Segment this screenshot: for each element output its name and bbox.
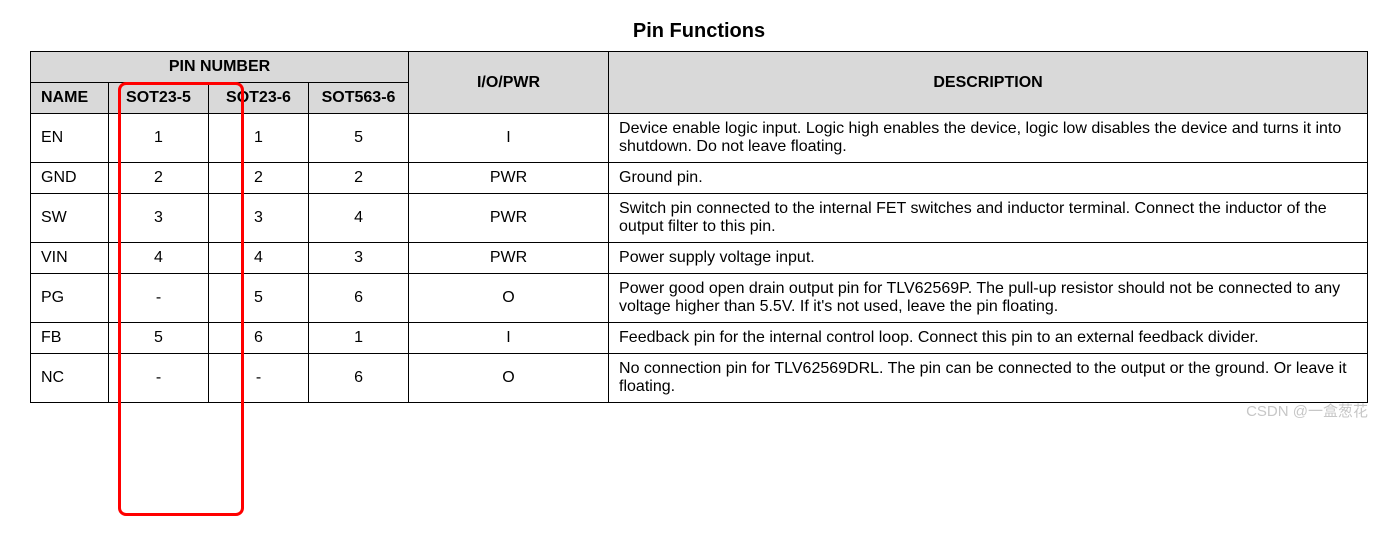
header-pkg3: SOT563-6 [309, 83, 409, 114]
cell-p2: 4 [209, 243, 309, 274]
cell-name: GND [31, 163, 109, 194]
cell-p3: 2 [309, 163, 409, 194]
cell-p3: 6 [309, 354, 409, 403]
cell-p3: 6 [309, 274, 409, 323]
header-name: NAME [31, 83, 109, 114]
table-row: EN 1 1 5 I Device enable logic input. Lo… [31, 114, 1368, 163]
cell-p2: 5 [209, 274, 309, 323]
cell-p1: - [109, 354, 209, 403]
header-pkg2: SOT23-6 [209, 83, 309, 114]
table-row: VIN 4 4 3 PWR Power supply voltage input… [31, 243, 1368, 274]
watermark-text: CSDN @一盒葱花 [1246, 400, 1368, 421]
table-row: FB 5 6 1 I Feedback pin for the internal… [31, 323, 1368, 354]
cell-desc: Feedback pin for the internal control lo… [609, 323, 1368, 354]
header-description: DESCRIPTION [609, 52, 1368, 114]
cell-p2: - [209, 354, 309, 403]
pin-functions-table: PIN NUMBER I/O/PWR DESCRIPTION NAME SOT2… [30, 51, 1368, 403]
table-row: PG - 5 6 O Power good open drain output … [31, 274, 1368, 323]
page-title: Pin Functions [30, 20, 1368, 43]
cell-p2: 3 [209, 194, 309, 243]
cell-p2: 6 [209, 323, 309, 354]
cell-p1: 2 [109, 163, 209, 194]
cell-desc: Ground pin. [609, 163, 1368, 194]
cell-io: I [409, 114, 609, 163]
cell-p2: 1 [209, 114, 309, 163]
table-row: GND 2 2 2 PWR Ground pin. [31, 163, 1368, 194]
header-io: I/O/PWR [409, 52, 609, 114]
cell-p1: 4 [109, 243, 209, 274]
cell-p1: - [109, 274, 209, 323]
cell-io: I [409, 323, 609, 354]
cell-name: FB [31, 323, 109, 354]
cell-p1: 5 [109, 323, 209, 354]
header-pkg1: SOT23-5 [109, 83, 209, 114]
cell-io: O [409, 354, 609, 403]
cell-p3: 5 [309, 114, 409, 163]
cell-io: PWR [409, 194, 609, 243]
cell-name: SW [31, 194, 109, 243]
cell-name: NC [31, 354, 109, 403]
cell-desc: Power supply voltage input. [609, 243, 1368, 274]
cell-p3: 3 [309, 243, 409, 274]
cell-desc: Device enable logic input. Logic high en… [609, 114, 1368, 163]
cell-p2: 2 [209, 163, 309, 194]
table-body: EN 1 1 5 I Device enable logic input. Lo… [31, 114, 1368, 403]
cell-desc: Switch pin connected to the internal FET… [609, 194, 1368, 243]
cell-name: EN [31, 114, 109, 163]
cell-p3: 4 [309, 194, 409, 243]
table-row: SW 3 3 4 PWR Switch pin connected to the… [31, 194, 1368, 243]
cell-io: PWR [409, 243, 609, 274]
cell-name: VIN [31, 243, 109, 274]
cell-io: O [409, 274, 609, 323]
cell-p1: 1 [109, 114, 209, 163]
header-pin-number: PIN NUMBER [31, 52, 409, 83]
cell-name: PG [31, 274, 109, 323]
cell-desc: No connection pin for TLV62569DRL. The p… [609, 354, 1368, 403]
cell-p3: 1 [309, 323, 409, 354]
cell-p1: 3 [109, 194, 209, 243]
table-row: NC - - 6 O No connection pin for TLV6256… [31, 354, 1368, 403]
cell-io: PWR [409, 163, 609, 194]
cell-desc: Power good open drain output pin for TLV… [609, 274, 1368, 323]
